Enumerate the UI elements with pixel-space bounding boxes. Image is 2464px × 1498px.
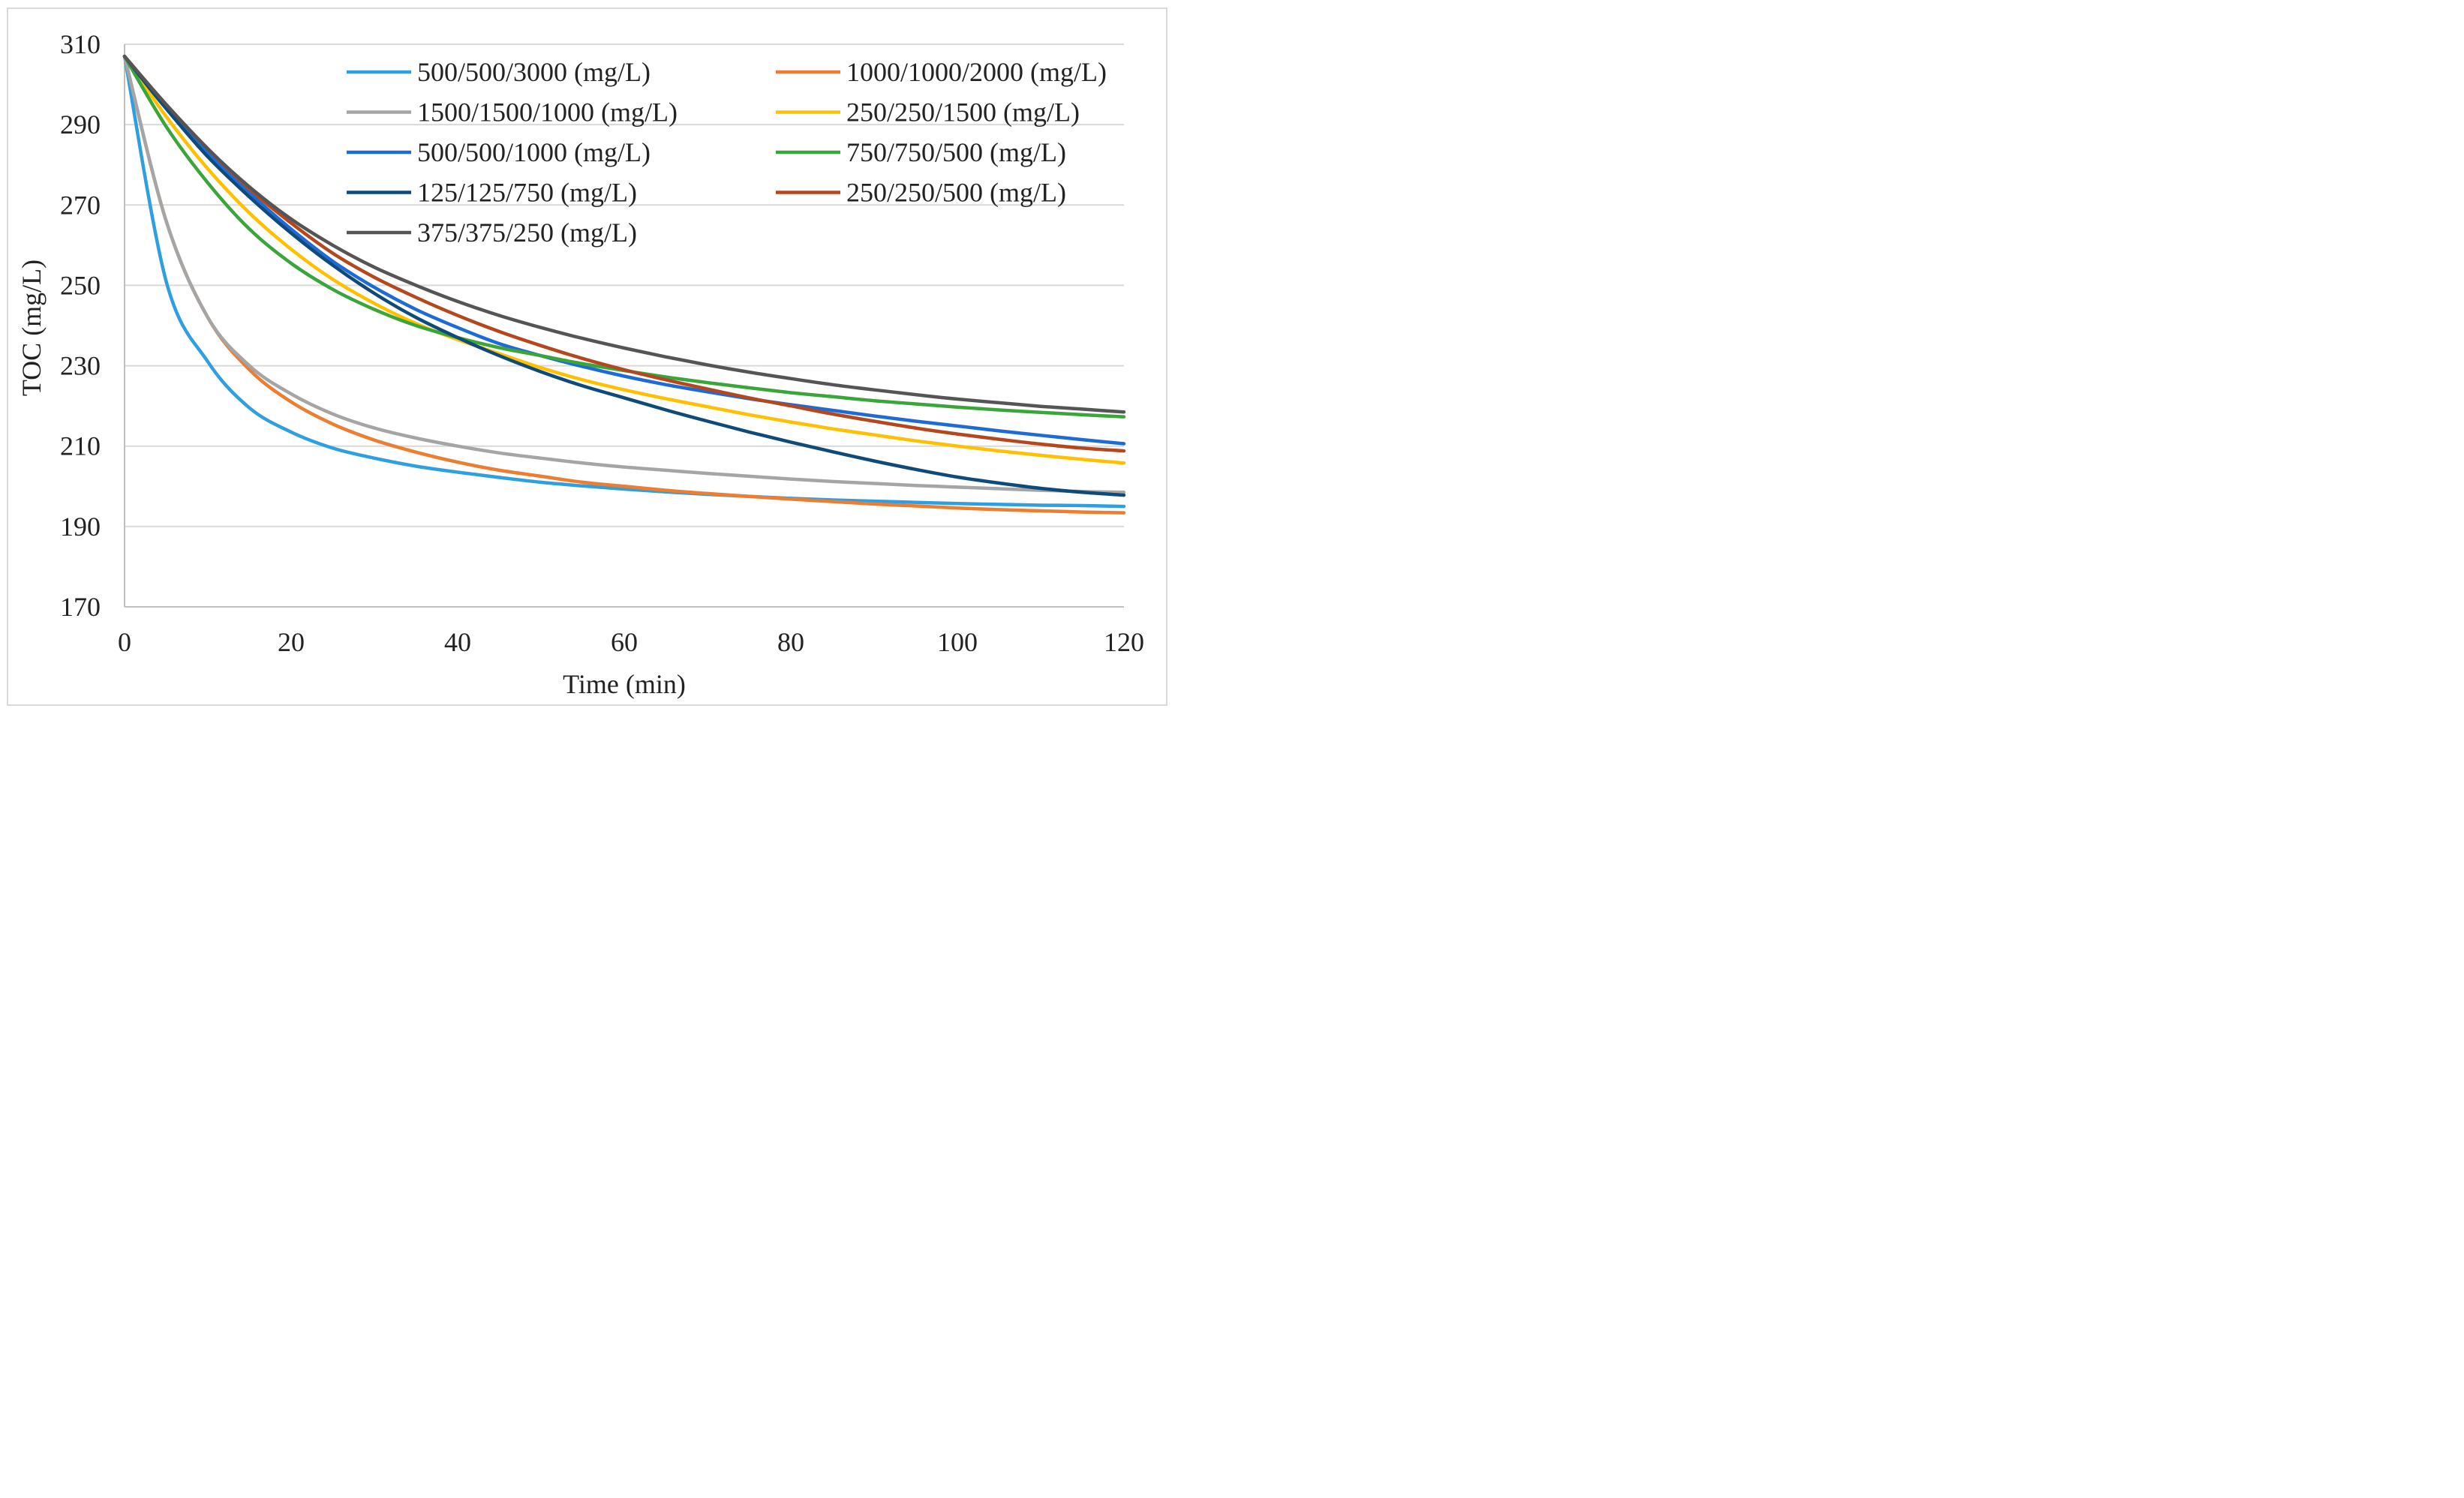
y-tick-labels: 170 190 210 230 250 270 290 310 — [60, 29, 101, 622]
legend-label: 250/250/500 (mg/L) — [846, 178, 1066, 208]
x-tick-label: 40 — [444, 627, 471, 657]
y-tick-label: 310 — [60, 29, 101, 59]
legend-label: 500/500/1000 (mg/L) — [417, 137, 651, 167]
x-axis-title: Time (min) — [563, 669, 686, 699]
x-tick-label: 120 — [1104, 627, 1144, 657]
series-line-6 — [122, 54, 1126, 419]
series-line-9 — [122, 54, 1126, 414]
series-line-8 — [122, 54, 1126, 453]
y-tick-label: 270 — [60, 190, 101, 220]
toc-line-chart: 170 190 210 230 250 270 290 310 0 20 40 60 80 100 120… — [17, 29, 1144, 699]
x-tick-label: 20 — [278, 627, 305, 657]
legend-label: 250/250/1500 (mg/L) — [846, 98, 1080, 128]
series-line-2 — [122, 54, 1126, 515]
x-tick-label: 0 — [118, 627, 131, 657]
y-tick-label: 170 — [60, 592, 101, 622]
x-tick-label: 60 — [611, 627, 638, 657]
y-tick-label: 210 — [60, 431, 101, 461]
legend-label: 1500/1500/1000 (mg/L) — [417, 98, 678, 128]
legend-label: 125/125/750 (mg/L) — [417, 178, 637, 208]
y-tick-label: 250 — [60, 270, 101, 300]
legend-label: 375/375/250 (mg/L) — [417, 218, 637, 248]
y-axis-title: TOC (mg/L) — [17, 260, 47, 396]
series-lines — [122, 54, 1126, 515]
x-tick-label: 100 — [937, 627, 978, 657]
legend: 500/500/3000 (mg/L) 1000/1000/2000 (mg/L)… — [347, 57, 1107, 248]
series-line-5 — [122, 54, 1126, 446]
y-tick-label: 290 — [60, 110, 101, 140]
series-line-3 — [122, 54, 1126, 494]
x-tick-labels: 0 20 40 60 80 100 120 — [118, 627, 1144, 657]
axes — [124, 44, 1124, 608]
legend-label: 750/750/500 (mg/L) — [846, 137, 1066, 167]
legend-label: 1000/1000/2000 (mg/L) — [846, 57, 1107, 87]
series-line-7 — [122, 54, 1126, 497]
y-tick-label: 230 — [60, 351, 101, 381]
series-line-1 — [122, 54, 1126, 509]
x-tick-label: 80 — [777, 627, 804, 657]
legend-label: 500/500/3000 (mg/L) — [417, 57, 651, 87]
y-tick-label: 190 — [60, 512, 101, 542]
series-line-4 — [122, 54, 1126, 465]
